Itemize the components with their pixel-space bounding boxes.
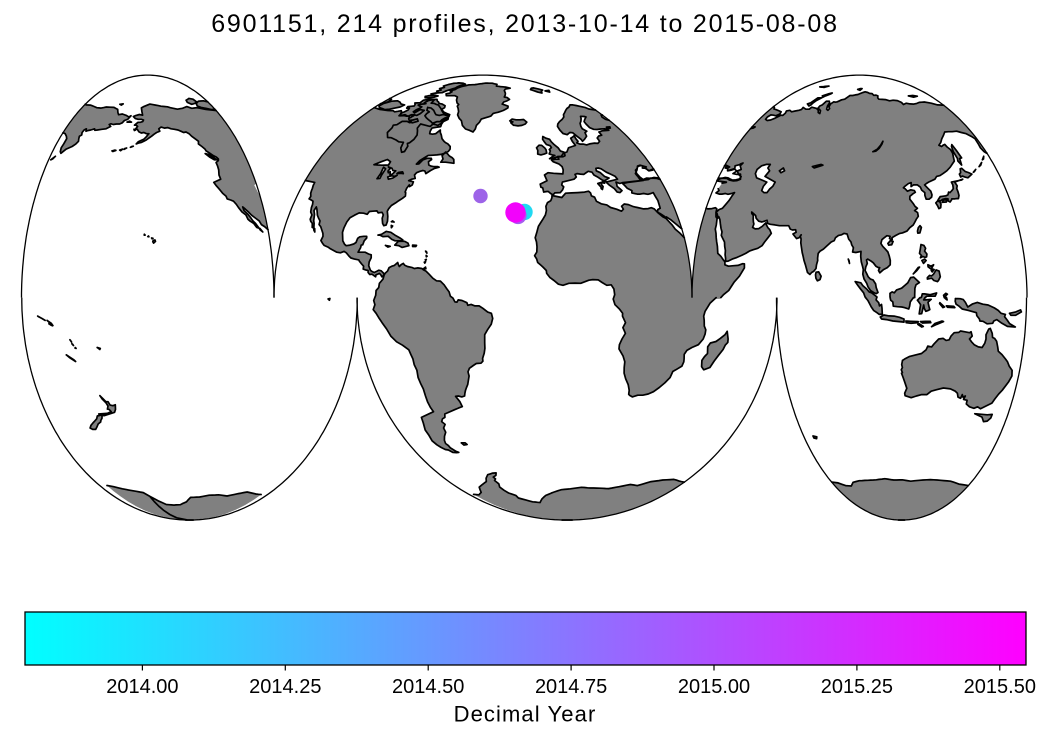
svg-text:2015.25: 2015.25 [821, 676, 893, 698]
svg-text:6901151, 214 profiles, 2013-10: 6901151, 214 profiles, 2013-10-14 to 201… [211, 10, 839, 38]
svg-text:2014.00: 2014.00 [106, 676, 178, 698]
svg-text:2014.50: 2014.50 [392, 676, 464, 698]
svg-text:Decimal Year: Decimal Year [454, 702, 597, 727]
svg-text:2014.25: 2014.25 [249, 676, 321, 698]
svg-text:2015.00: 2015.00 [678, 676, 750, 698]
svg-text:2015.50: 2015.50 [964, 676, 1036, 698]
svg-text:2014.75: 2014.75 [535, 676, 607, 698]
